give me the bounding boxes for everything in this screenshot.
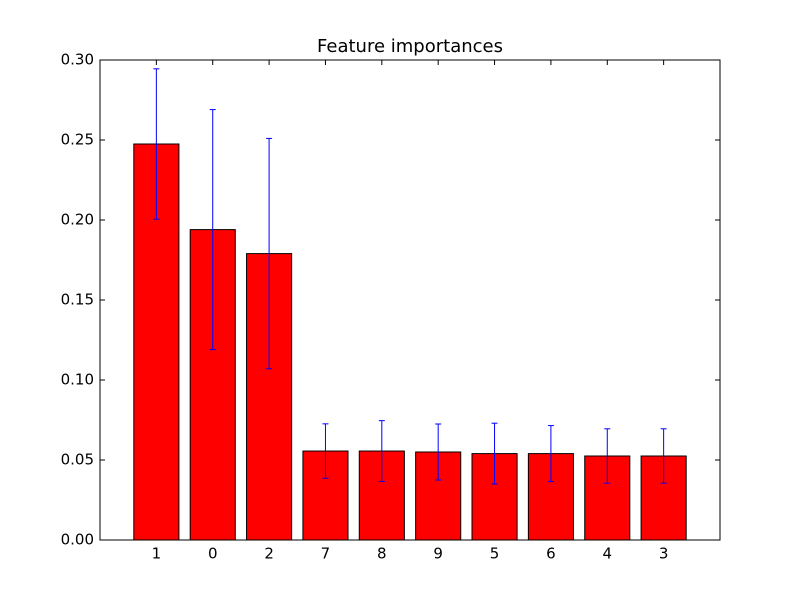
- chart-title: Feature importances: [317, 36, 503, 57]
- plot-frame: [99, 59, 721, 541]
- bar: [527, 453, 574, 541]
- x-tick-label: 7: [321, 545, 331, 563]
- y-tick-label: 0.20: [61, 211, 94, 229]
- error-bar: [322, 423, 329, 479]
- error-bar: [547, 425, 554, 483]
- y-tick-label: 0.05: [61, 451, 94, 469]
- error-bar: [660, 428, 667, 484]
- x-tick-label: 9: [433, 545, 443, 563]
- error-bar: [266, 137, 273, 370]
- y-tick-label: 0.30: [61, 51, 94, 69]
- error-bar: [153, 68, 160, 220]
- x-tick-label: 0: [208, 545, 218, 563]
- x-tick-label: 6: [546, 545, 556, 563]
- x-tick-label: 4: [602, 545, 612, 563]
- y-tick-label: 0.15: [61, 291, 94, 309]
- x-tick-label: 2: [264, 545, 274, 563]
- error-bar: [604, 428, 611, 484]
- x-tick-label: 5: [490, 545, 500, 563]
- error-bar: [209, 109, 216, 351]
- error-bar: [491, 422, 498, 485]
- y-tick-label: 0.25: [61, 131, 94, 149]
- y-tick-label: 0.00: [61, 531, 94, 549]
- error-bar: [378, 420, 385, 482]
- x-tick-label: 3: [659, 545, 669, 563]
- x-tick-label: 1: [152, 545, 162, 563]
- error-bar: [435, 423, 442, 481]
- y-tick-label: 0.10: [61, 371, 94, 389]
- x-tick-label: 8: [377, 545, 387, 563]
